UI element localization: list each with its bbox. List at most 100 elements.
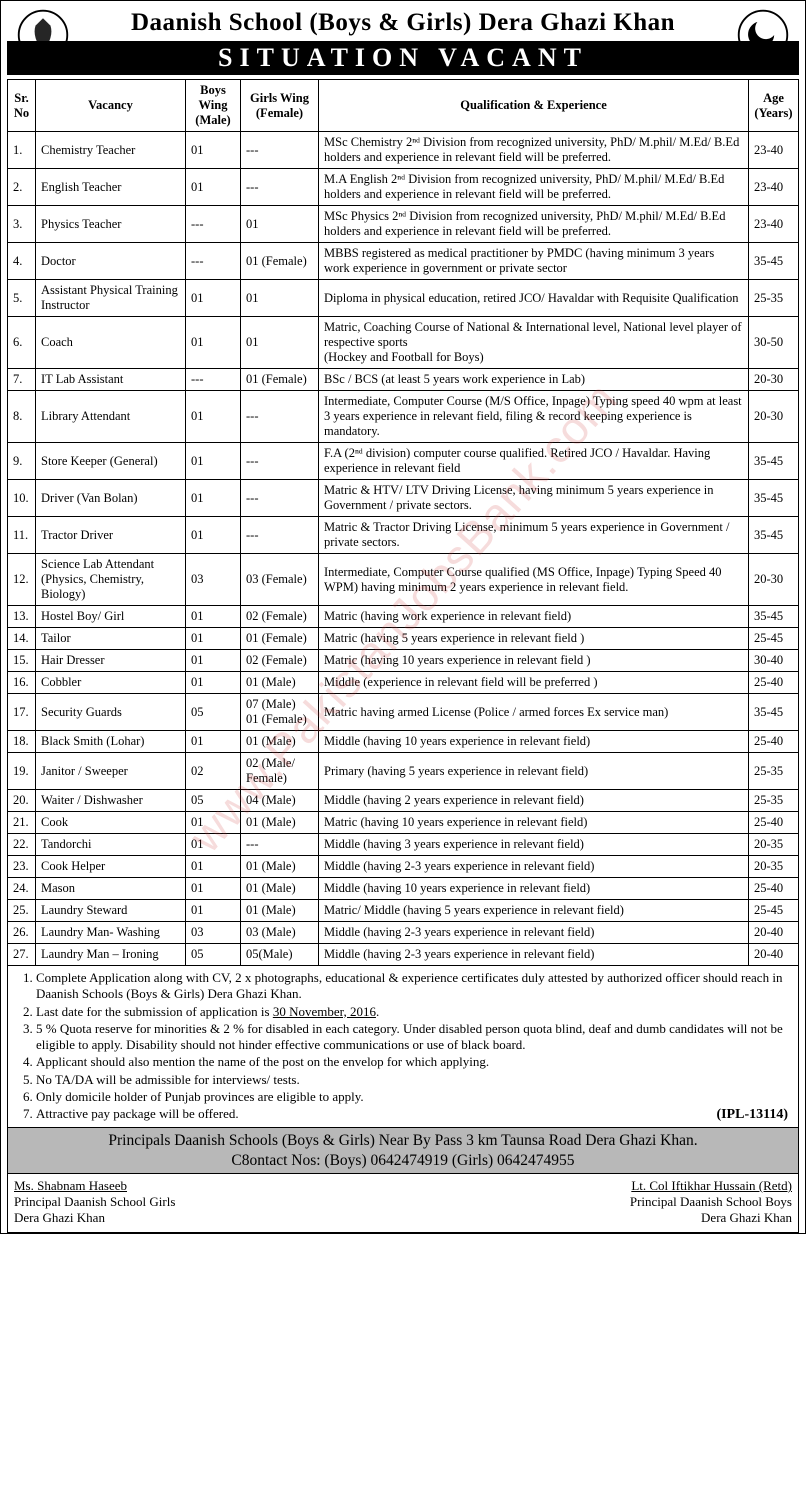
cell-age: 20-35 bbox=[749, 856, 799, 878]
cell-sr: 17. bbox=[8, 694, 36, 731]
cell-girls: --- bbox=[241, 517, 319, 554]
table-row: 8.Library Attendant01---Intermediate, Co… bbox=[8, 391, 799, 443]
cell-vacancy: IT Lab Assistant bbox=[36, 369, 186, 391]
cell-age: 25-40 bbox=[749, 672, 799, 694]
cell-girls: 02 (Female) bbox=[241, 606, 319, 628]
cell-sr: 6. bbox=[8, 317, 36, 369]
cell-girls: 07 (Male) 01 (Female) bbox=[241, 694, 319, 731]
cell-qual: Intermediate, Computer Course qualified … bbox=[319, 554, 749, 606]
table-row: 24.Mason0101 (Male)Middle (having 10 yea… bbox=[8, 878, 799, 900]
cell-boys: 03 bbox=[186, 922, 241, 944]
cell-boys: 01 bbox=[186, 672, 241, 694]
cell-qual: Matric (having 5 years experience in rel… bbox=[319, 628, 749, 650]
page-container: Daanish School (Boys & Girls) Dera Ghazi… bbox=[0, 0, 806, 1234]
cell-vacancy: Store Keeper (General) bbox=[36, 443, 186, 480]
table-row: 1.Chemistry Teacher01---MSc Chemistry 2ⁿ… bbox=[8, 132, 799, 169]
cell-sr: 18. bbox=[8, 731, 36, 753]
cell-qual: Diploma in physical education, retired J… bbox=[319, 280, 749, 317]
cell-vacancy: Science Lab Attendant (Physics, Chemistr… bbox=[36, 554, 186, 606]
cell-boys: --- bbox=[186, 369, 241, 391]
cell-age: 20-30 bbox=[749, 391, 799, 443]
cell-girls: --- bbox=[241, 480, 319, 517]
cell-qual: MSc Physics 2ⁿᵈ Division from recognized… bbox=[319, 206, 749, 243]
cell-girls: 01 (Female) bbox=[241, 628, 319, 650]
cell-boys: 05 bbox=[186, 790, 241, 812]
cell-vacancy: Black Smith (Lohar) bbox=[36, 731, 186, 753]
table-row: 18.Black Smith (Lohar)0101 (Male)Middle … bbox=[8, 731, 799, 753]
cell-vacancy: Coach bbox=[36, 317, 186, 369]
cell-age: 20-40 bbox=[749, 944, 799, 966]
cell-boys: 01 bbox=[186, 731, 241, 753]
cell-vacancy: English Teacher bbox=[36, 169, 186, 206]
cell-sr: 14. bbox=[8, 628, 36, 650]
cell-boys: 01 bbox=[186, 443, 241, 480]
cell-qual: Middle (having 2-3 years experience in r… bbox=[319, 856, 749, 878]
principal-boys-loc: Dera Ghazi Khan bbox=[419, 1210, 792, 1226]
cell-sr: 7. bbox=[8, 369, 36, 391]
cell-boys: --- bbox=[186, 243, 241, 280]
cell-sr: 2. bbox=[8, 169, 36, 206]
cell-sr: 21. bbox=[8, 812, 36, 834]
cell-qual: M.A English 2ⁿᵈ Division from recognized… bbox=[319, 169, 749, 206]
punjab-govt-emblem-icon bbox=[735, 7, 791, 63]
cell-age: 25-45 bbox=[749, 628, 799, 650]
cell-sr: 25. bbox=[8, 900, 36, 922]
cell-vacancy: Security Guards bbox=[36, 694, 186, 731]
cell-girls: 03 (Female) bbox=[241, 554, 319, 606]
table-row: 20.Waiter / Dishwasher0504 (Male)Middle … bbox=[8, 790, 799, 812]
table-row: 3.Physics Teacher---01MSc Physics 2ⁿᵈ Di… bbox=[8, 206, 799, 243]
table-row: 12.Science Lab Attendant (Physics, Chemi… bbox=[8, 554, 799, 606]
cell-boys: 05 bbox=[186, 944, 241, 966]
table-row: 19.Janitor / Sweeper0202 (Male/ Female)P… bbox=[8, 753, 799, 790]
instruction-item: Applicant should also mention the name o… bbox=[36, 1054, 790, 1070]
cell-qual: BSc / BCS (at least 5 years work experie… bbox=[319, 369, 749, 391]
cell-age: 23-40 bbox=[749, 132, 799, 169]
cell-boys: 01 bbox=[186, 856, 241, 878]
cell-girls: 01 (Male) bbox=[241, 672, 319, 694]
cell-sr: 12. bbox=[8, 554, 36, 606]
instructions-box: Complete Application along with CV, 2 x … bbox=[7, 966, 799, 1128]
cell-boys: 03 bbox=[186, 554, 241, 606]
cell-vacancy: Janitor / Sweeper bbox=[36, 753, 186, 790]
cell-vacancy: Chemistry Teacher bbox=[36, 132, 186, 169]
cell-girls: 01 (Male) bbox=[241, 812, 319, 834]
cell-qual: Matric (having 10 years experience in re… bbox=[319, 650, 749, 672]
cell-qual: Matric/ Middle (having 5 years experienc… bbox=[319, 900, 749, 922]
cell-vacancy: Tractor Driver bbox=[36, 517, 186, 554]
cell-vacancy: Mason bbox=[36, 878, 186, 900]
cell-sr: 19. bbox=[8, 753, 36, 790]
table-row: 26.Laundry Man- Washing0303 (Male)Middle… bbox=[8, 922, 799, 944]
col-girls: Girls Wing (Female) bbox=[241, 80, 319, 132]
cell-age: 25-40 bbox=[749, 878, 799, 900]
cell-age: 20-40 bbox=[749, 922, 799, 944]
cell-age: 20-30 bbox=[749, 369, 799, 391]
table-row: 17.Security Guards0507 (Male) 01 (Female… bbox=[8, 694, 799, 731]
cell-sr: 24. bbox=[8, 878, 36, 900]
cell-qual: F.A (2ⁿᵈ division) computer course quali… bbox=[319, 443, 749, 480]
cell-age: 25-35 bbox=[749, 753, 799, 790]
cell-sr: 11. bbox=[8, 517, 36, 554]
school-emblem-icon bbox=[15, 7, 71, 63]
principal-boys-name: Lt. Col Iftikhar Hussain (Retd) bbox=[419, 1178, 792, 1194]
footer-right: Lt. Col Iftikhar Hussain (Retd) Principa… bbox=[419, 1178, 792, 1226]
cell-qual: Middle (having 2-3 years experience in r… bbox=[319, 922, 749, 944]
cell-qual: Matric (having 10 years experience in re… bbox=[319, 812, 749, 834]
cell-boys: 05 bbox=[186, 694, 241, 731]
cell-age: 35-45 bbox=[749, 243, 799, 280]
principal-girls-title: Principal Daanish School Girls bbox=[14, 1194, 387, 1210]
address-bar: Principals Daanish Schools (Boys & Girls… bbox=[7, 1128, 799, 1174]
cell-age: 35-45 bbox=[749, 443, 799, 480]
cell-vacancy: Driver (Van Bolan) bbox=[36, 480, 186, 517]
cell-boys: 01 bbox=[186, 317, 241, 369]
cell-sr: 26. bbox=[8, 922, 36, 944]
table-row: 16.Cobbler0101 (Male)Middle (experience … bbox=[8, 672, 799, 694]
cell-age: 25-35 bbox=[749, 280, 799, 317]
instructions-list: Complete Application along with CV, 2 x … bbox=[36, 970, 790, 1122]
cell-boys: 01 bbox=[186, 169, 241, 206]
cell-boys: --- bbox=[186, 206, 241, 243]
cell-boys: 01 bbox=[186, 900, 241, 922]
cell-boys: 01 bbox=[186, 834, 241, 856]
cell-boys: 01 bbox=[186, 132, 241, 169]
cell-girls: --- bbox=[241, 132, 319, 169]
cell-boys: 01 bbox=[186, 812, 241, 834]
